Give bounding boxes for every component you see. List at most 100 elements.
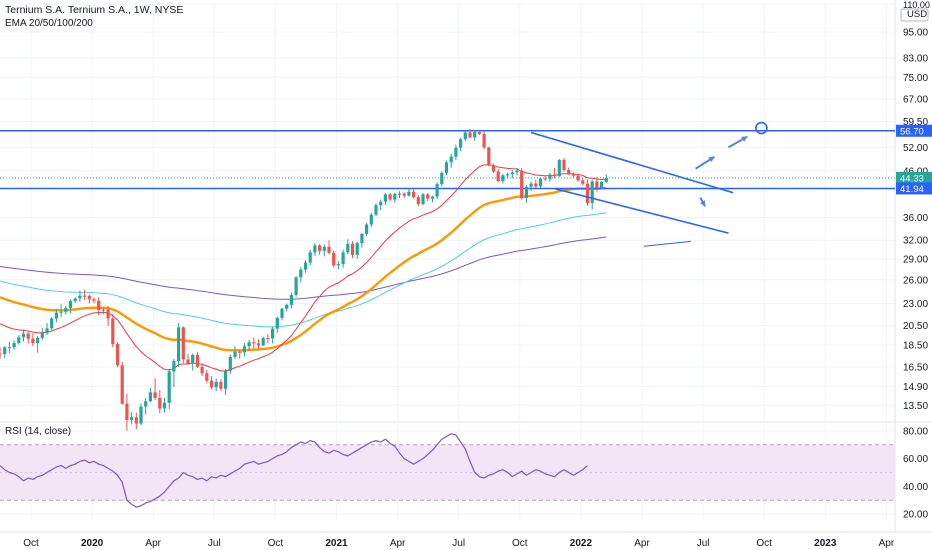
candle-body xyxy=(275,317,279,329)
chart-title: Ternium S.A. Ternium S.A., 1W, NYSE xyxy=(5,4,183,16)
candle-body xyxy=(360,233,364,244)
time-tick-label: Oct xyxy=(512,538,528,549)
time-tick-label: Oct xyxy=(268,538,284,549)
candle-body xyxy=(3,347,7,355)
candle-body xyxy=(12,343,16,348)
candle-body xyxy=(510,172,514,175)
candle-body xyxy=(45,328,49,333)
price-tick-label: 26.00 xyxy=(903,275,928,286)
candle-body xyxy=(209,380,214,388)
candle-body xyxy=(444,162,449,173)
candle-body xyxy=(595,181,599,188)
direction-arrow-head xyxy=(699,200,706,207)
candle-body xyxy=(271,328,275,339)
price-tick-label: 16.50 xyxy=(903,362,928,373)
candle-body xyxy=(50,318,54,329)
direction-arrow-head xyxy=(708,156,715,162)
rsi-legend: RSI (14, close) xyxy=(5,426,71,437)
candle-body xyxy=(463,132,467,140)
price-tick-label: 75.00 xyxy=(903,73,928,84)
candle-body xyxy=(195,354,199,367)
support-badge xyxy=(896,182,932,195)
candle-body xyxy=(40,332,44,339)
candle-body xyxy=(454,147,458,157)
ema-100-line xyxy=(0,212,607,328)
last-price-badge-text: 44.33 xyxy=(900,173,924,184)
candle-body xyxy=(548,174,552,179)
candle-body xyxy=(534,183,538,187)
candle-body xyxy=(256,343,261,346)
candle-body xyxy=(247,342,251,347)
candle-body xyxy=(120,365,124,404)
ema-200-line xyxy=(0,236,607,300)
candle-body xyxy=(322,246,326,251)
candle-body xyxy=(78,295,82,299)
candle-body xyxy=(224,370,228,389)
horizontal-levels[interactable] xyxy=(0,130,895,190)
candle-body xyxy=(590,181,594,204)
candle-body xyxy=(332,252,336,266)
candle-body xyxy=(350,243,355,255)
candle-body xyxy=(219,381,223,389)
candle-body xyxy=(459,139,463,148)
support-badge-text: 41.94 xyxy=(900,184,924,195)
price-tick-label: 29.00 xyxy=(903,255,928,266)
candle-body xyxy=(172,360,176,372)
candle-body xyxy=(130,417,134,420)
target-circle xyxy=(755,121,768,135)
lower-trendline xyxy=(554,187,729,234)
candle-body xyxy=(520,170,524,199)
candle-body xyxy=(473,132,477,138)
candle-body xyxy=(585,183,590,204)
currency-label: USD xyxy=(907,9,927,20)
candle-body xyxy=(299,269,303,278)
candle-body xyxy=(238,351,242,353)
time-tick-label: Apr xyxy=(145,538,161,549)
time-tick-label: Jul xyxy=(452,538,465,549)
candle-body xyxy=(101,309,105,311)
candle-body xyxy=(318,245,322,251)
candle-body xyxy=(64,308,68,312)
candle-body xyxy=(435,184,439,197)
upper-trendline xyxy=(530,131,734,194)
candle-body xyxy=(562,159,566,170)
candlesticks xyxy=(0,129,608,431)
time-tick-label: Apr xyxy=(634,538,650,549)
candle-body xyxy=(97,300,101,311)
candle-body xyxy=(365,224,369,234)
candle-body xyxy=(31,338,35,344)
candle-body xyxy=(369,214,373,225)
time-tick-label: 2021 xyxy=(325,538,348,549)
candle-body xyxy=(261,337,265,346)
candle-body xyxy=(148,392,152,402)
candle-body xyxy=(87,295,91,300)
candle-body xyxy=(581,180,585,184)
candle-body xyxy=(388,194,392,200)
candle-body xyxy=(355,243,359,255)
trend-drawings[interactable] xyxy=(530,121,768,247)
candle-body xyxy=(383,194,387,202)
resistance-badge-text: 56.70 xyxy=(900,126,924,137)
rsi-tick-label: 80.00 xyxy=(903,426,928,437)
candle-body xyxy=(487,147,491,166)
candle-body xyxy=(393,194,397,200)
candle-body xyxy=(162,402,167,409)
candle-body xyxy=(426,194,430,199)
price-tick-label: 95.00 xyxy=(903,28,928,39)
candle-body xyxy=(313,245,317,253)
currency-box xyxy=(900,8,929,22)
price-tick-label: 32.00 xyxy=(903,236,928,247)
candle-body xyxy=(181,327,185,360)
time-tick-label: Oct xyxy=(756,538,772,549)
candle-body xyxy=(59,311,63,313)
candle-body xyxy=(111,318,115,345)
candle-body xyxy=(374,205,378,215)
candle-body xyxy=(421,194,425,205)
ema-50-line xyxy=(0,186,607,352)
candle-body xyxy=(285,304,289,309)
candle-body xyxy=(576,175,580,181)
candle-body xyxy=(294,277,298,296)
candle-body xyxy=(557,159,561,177)
